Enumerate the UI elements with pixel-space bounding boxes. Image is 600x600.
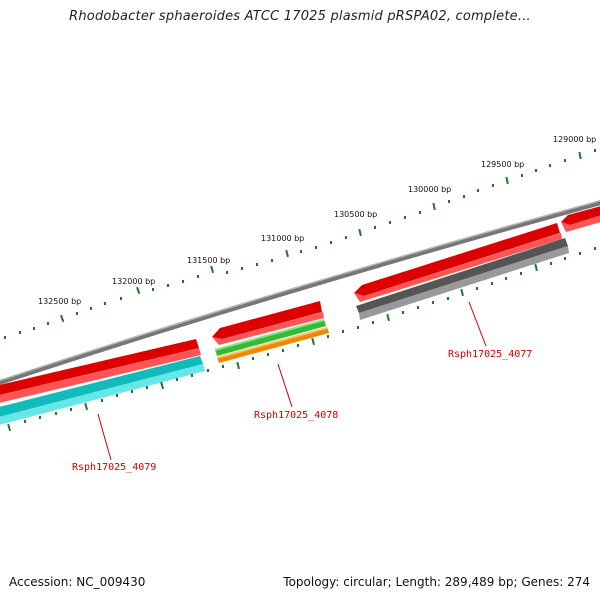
outer-scale-ring (4, 149, 596, 339)
inner-scale-ring (7, 247, 596, 432)
cds-forward-arrow (354, 223, 562, 302)
major-tick (210, 265, 215, 274)
gc-green-bar (215, 319, 326, 356)
tick-label: 132500 bp (38, 297, 81, 306)
gene-label: Rsph17025_4078 (254, 410, 338, 421)
major-tick (505, 176, 509, 185)
outer-minor-dots (4, 149, 596, 339)
tick-label: 131000 bp (261, 234, 304, 243)
gene-labels: Rsph17025_4079 Rsph17025_4078 Rsph17025_… (72, 301, 532, 473)
tick-label: 129500 bp (481, 160, 524, 169)
major-tick (578, 151, 582, 160)
reverse-strand-features (0, 238, 569, 425)
major-tick (432, 202, 436, 211)
label-connector (468, 301, 487, 347)
scale-labels: 132500 bp 132000 bp 131500 bp 131000 bp … (38, 135, 596, 306)
cds-forward-arrow (561, 206, 600, 232)
topology-summary: Topology: circular; Length: 289,489 bp; … (283, 575, 590, 589)
label-connector (277, 363, 293, 408)
major-tick (136, 286, 141, 295)
tick-label: 132000 bp (112, 277, 155, 286)
map-title: Rhodobacter sphaeroides ATCC 17025 plasm… (69, 9, 531, 24)
tick-label: 130000 bp (408, 185, 451, 194)
tick-label: 130500 bp (334, 210, 377, 219)
major-tick (285, 249, 289, 258)
cds-forward-arrow (212, 301, 324, 345)
accession-text: Accession: NC_009430 (9, 575, 146, 589)
major-tick (358, 228, 362, 237)
label-connector (97, 413, 112, 461)
gene-label: Rsph17025_4077 (448, 349, 532, 360)
gene-label: Rsph17025_4079 (72, 462, 156, 473)
major-tick (60, 314, 65, 323)
backbone (0, 199, 600, 385)
cds-reverse-gray (356, 238, 569, 320)
tick-label: 129000 bp (553, 135, 596, 144)
cds-forward (0, 339, 201, 403)
cds-reverse-cyan (0, 356, 205, 425)
forward-strand-features (0, 206, 600, 403)
tick-label: 131500 bp (187, 256, 230, 265)
gc-tracks (215, 319, 329, 363)
